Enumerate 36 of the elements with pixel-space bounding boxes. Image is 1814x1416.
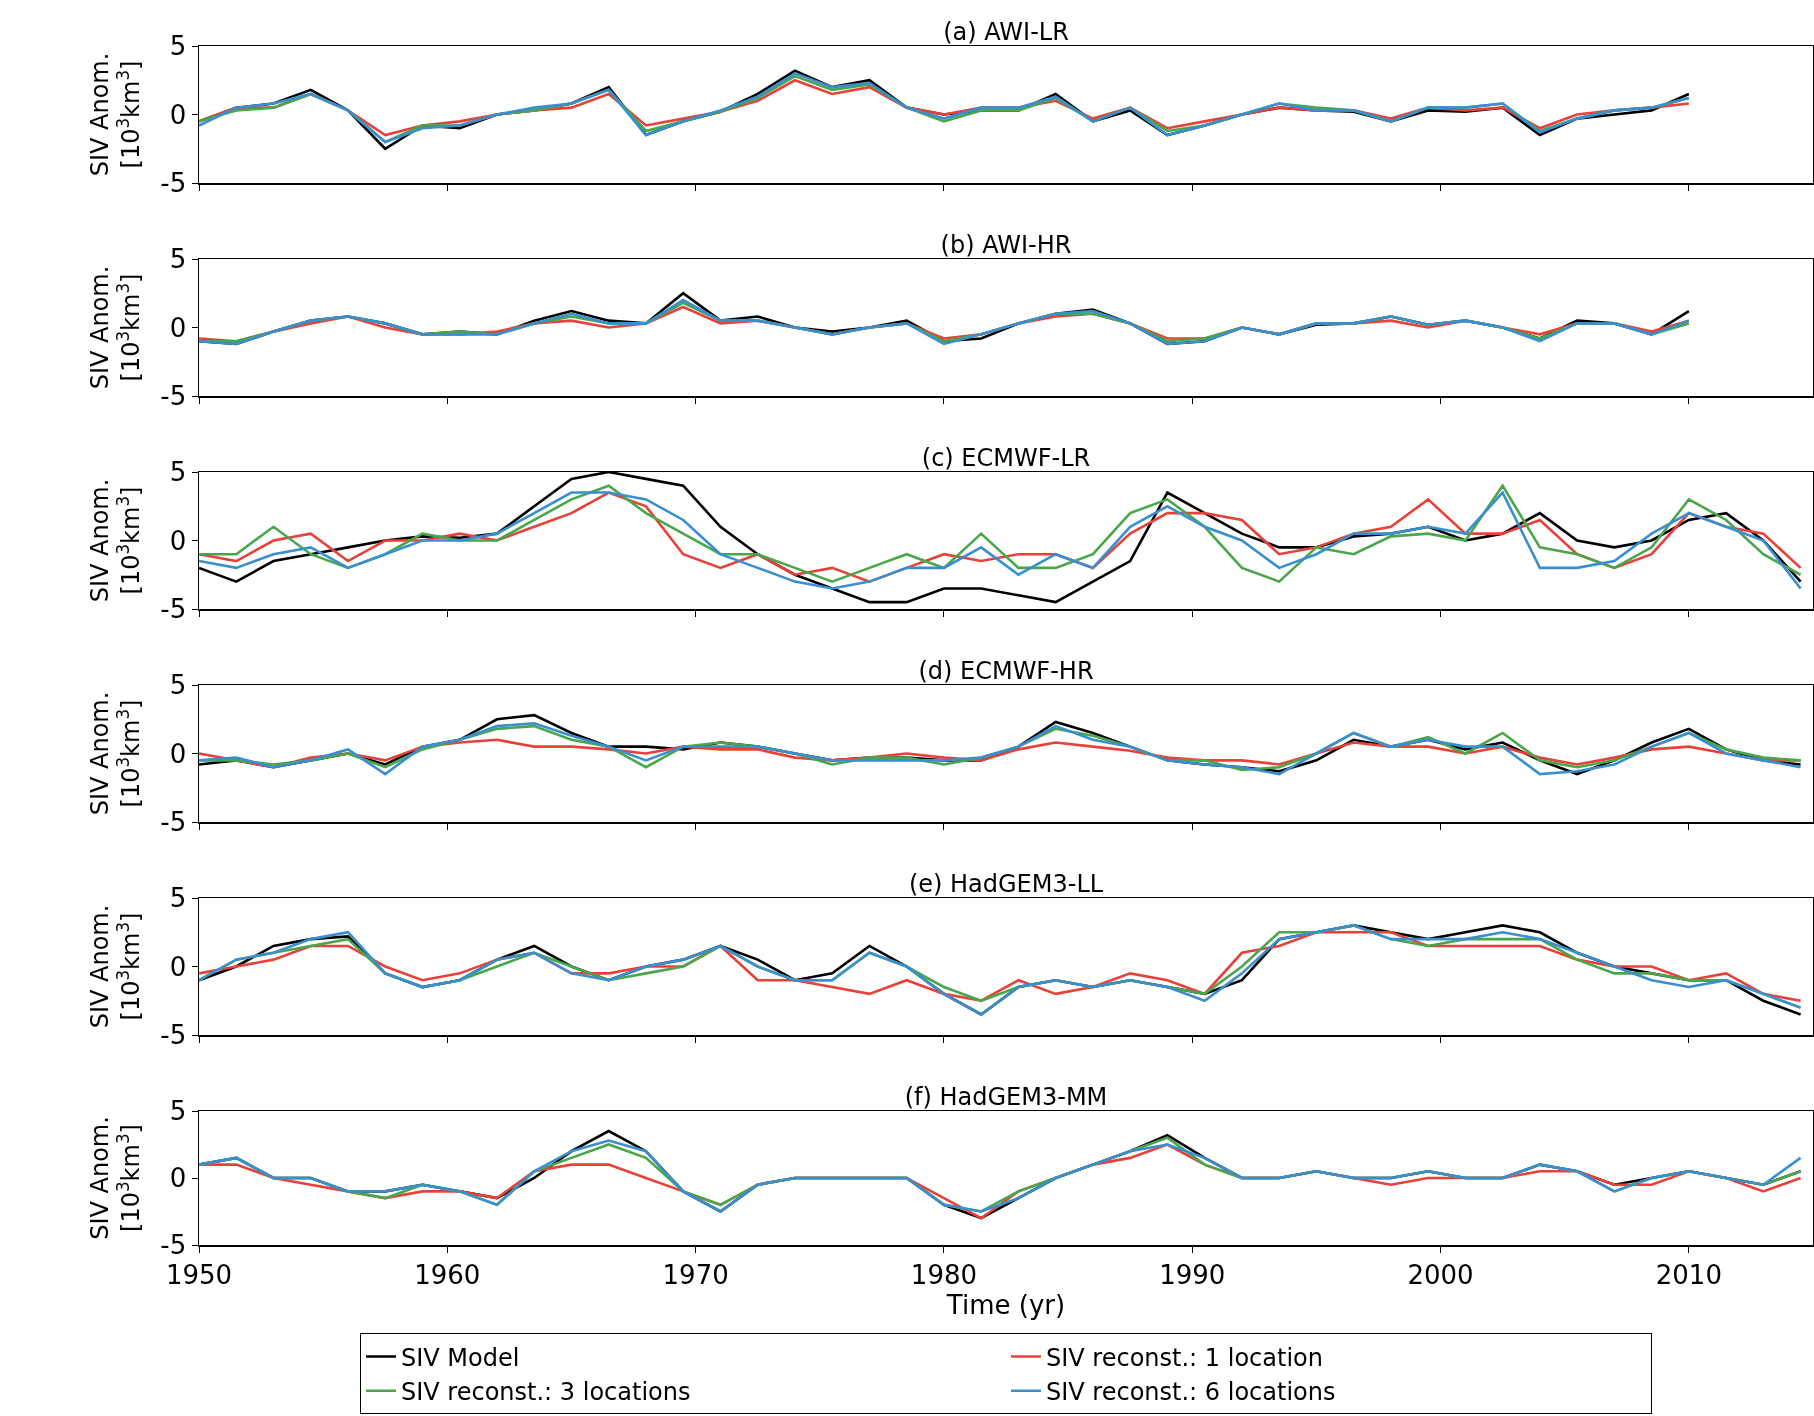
y-tick-label: 0 [169,738,187,769]
legend-label: SIV reconst.: 1 location [1046,1343,1323,1372]
y-tick-label: 5 [169,1096,187,1127]
legend-label: SIV reconst.: 3 locations [401,1378,691,1407]
x-tick-label: 1970 [662,1259,729,1290]
y-tick-label: -5 [160,381,187,412]
y-tick-label: 5 [169,244,187,275]
x-tick-label: 2000 [1407,1259,1474,1290]
chart-title: (a) AWI-LR [943,18,1069,46]
y-tick-label: -5 [160,807,187,838]
x-tick-label: 1950 [165,1259,233,1290]
x-tick-label: 1980 [910,1259,978,1290]
chart-title: (f) HadGEM3-MM [904,1083,1108,1111]
chart-title: (b) AWI-HR [940,231,1072,259]
y-tick-label: 5 [169,670,187,701]
legend-label: SIV Model [401,1343,520,1372]
legend-label: SIV reconst.: 6 locations [1046,1378,1336,1407]
y-tick-label: -5 [160,1230,187,1261]
x-axis-title: Time (yr) [945,1289,1066,1320]
y-tick-label: -5 [160,168,187,199]
y-tick-label: 0 [169,951,187,982]
y-tick-label: 5 [169,883,187,914]
x-tick-label: 1990 [1159,1259,1226,1290]
y-tick-label: 0 [169,525,187,556]
x-tick-label: 2010 [1655,1259,1722,1290]
y-tick-label: -5 [160,1020,187,1051]
x-tick-label: 1960 [414,1259,481,1290]
y-tick-label: -5 [160,594,187,625]
chart-title: (c) ECMWF-LR [921,444,1091,472]
y-tick-label: 0 [169,1163,187,1194]
y-tick-label: 0 [169,312,187,343]
chart-title: (e) HadGEM3-LL [908,870,1104,898]
chart-title: (d) ECMWF-HR [918,657,1094,685]
y-tick-label: 5 [169,31,187,62]
y-tick-label: 0 [169,99,187,130]
y-tick-label: 5 [169,457,187,488]
